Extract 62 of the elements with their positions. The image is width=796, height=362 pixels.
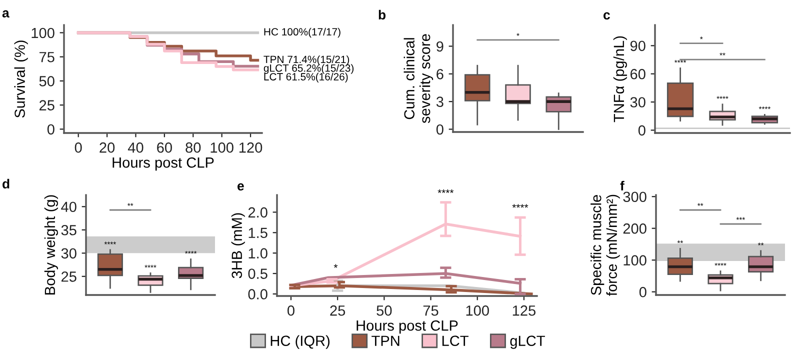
series-label: HC 100%(17/17) [264,28,340,38]
x-tick-label: 100 [210,142,234,153]
y-tick-label: 0.0 [248,289,268,300]
y-tick-label: 25 [39,100,54,110]
x-tick-label: 80 [186,142,201,153]
x-tick-label: 100 [466,305,489,316]
x-axis-title: Hours post CLP [112,157,214,171]
y-tick-label: 300 [623,192,646,202]
y-tick-label: 1.0 [248,248,268,258]
chart-title: b [378,10,386,20]
legend-label: HC (IQR) [270,335,330,349]
series-label: gLCT 65.2%(15/23) [264,64,354,74]
series-label: LCT 61.5%(16/26) [264,72,348,82]
x-tick-label: 20 [100,142,115,153]
annotation: * [334,264,338,268]
chart-title: f [620,180,624,190]
y-tick-label: 0 [47,124,54,135]
y-tick-label: 0 [639,286,646,298]
x-axis-title: Hours post CLP [356,320,458,334]
x-tick-label: 40 [128,142,144,153]
x-tick-label: 120 [239,142,262,153]
y-tick-label: 25 [61,271,76,282]
legend-label: LCT [442,336,468,346]
y-tick-label: 60 [630,68,646,80]
y-tick-label: 9 [436,41,444,52]
chart-title: d [2,178,10,189]
y-axis-title: Survival (%) [14,40,28,118]
y-tick-label: 100 [32,28,54,38]
x-tick-label: 0 [287,305,294,316]
y-tick-label: 1.5 [248,228,268,238]
y-axis-title: TNFα (pg/nL) [613,36,627,122]
y-tick-label: 30 [630,97,646,108]
series-label: TPN 71.4%(15/21) [264,55,350,66]
y-tick-label: 6 [436,68,444,80]
chart-title: c [604,12,610,20]
y-tick-label: 50 [39,76,54,86]
x-tick-label: 60 [157,142,172,153]
annotation: **** [438,189,454,194]
chart-title: a [2,10,10,18]
x-tick-label: 25 [330,305,346,316]
y-tick-label: 3 [436,96,444,107]
y-tick-label: 0 [638,125,646,136]
y-tick-label: 35 [61,224,76,236]
y-tick-label: 0.5 [248,268,268,279]
y-tick-label: 75 [40,52,54,62]
y-tick-label: 2.0 [248,207,268,218]
x-tick-label: 50 [376,305,392,316]
y-tick-label: 0 [436,124,444,135]
y-axis-title: 3HB (mM) [231,213,245,278]
y-tick-label: 40 [61,202,76,212]
y-tick-label: 90 [630,40,646,52]
x-tick-label: 125 [512,305,536,316]
y-tick-label: 30 [61,248,76,259]
y-axis-title: Cum. clinical severity score [404,34,434,124]
chart-title: e [238,183,244,191]
y-tick-label: 200 [623,223,646,234]
legend-label: TPN [372,336,400,346]
annotation: **** [512,204,528,208]
y-tick-label: 100 [624,255,646,266]
y-axis-title: Specific muscle force (mN/mm²) [590,194,620,296]
y-axis-title: Body weight (g) [44,195,58,294]
legend-label: gLCT [510,336,545,349]
